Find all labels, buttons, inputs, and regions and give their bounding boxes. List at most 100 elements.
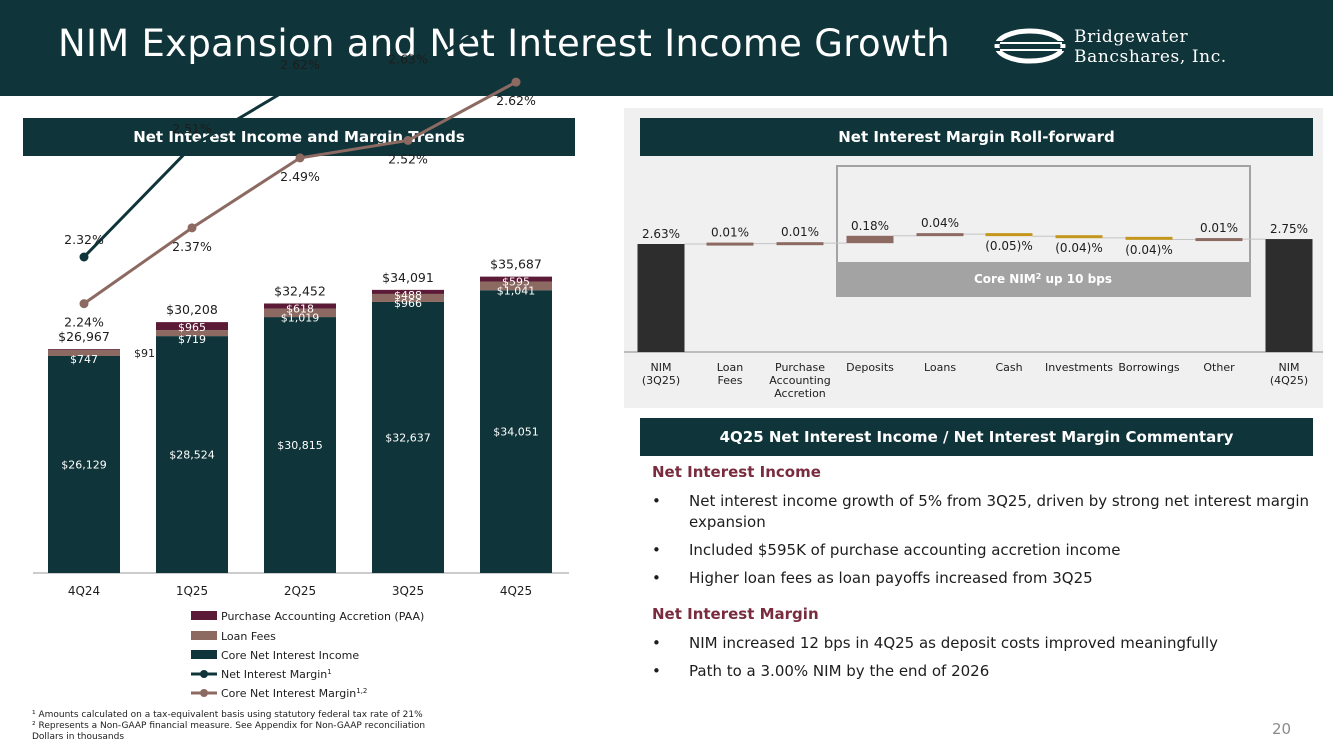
core-nim-banner [837,262,1250,296]
legend-label: Loan Fees [221,630,276,643]
commentary-header: 4Q25 Net Interest Income / Net Interest … [640,418,1313,456]
loan-fees-label: $1,041 [497,285,536,298]
bar-core-nii-2q25 [264,317,336,573]
company-logo: Bridgewater Bancshares, Inc. [992,22,1272,72]
x-tick-label: 4Q25 [500,584,532,598]
waterfall-bar [776,242,824,246]
waterfall-category-label: Fees [718,374,743,387]
waterfall-category-label: NIM [651,361,672,374]
nim-subtitle: Net Interest Margin [652,605,819,623]
waterfall-bar [1125,236,1173,240]
core-nii-label: $30,815 [277,439,323,452]
nii-bullet-3: • Higher loan fees as loan payoffs increa… [652,569,1093,587]
nim-point [79,252,89,262]
core-nim-point [187,223,197,233]
core-nim-annotation: Core NIM2 up 10 bps [974,272,1112,286]
legend-superscript: 1 [327,668,331,676]
nim-label: 2.63% [388,51,428,66]
core-nim-suffix: up 10 bps [1041,272,1112,286]
bar-core-nii-1q25 [156,336,228,573]
waterfall-category-label: (3Q25) [642,374,680,387]
paa-label: $618 [286,302,314,315]
paa-label: $91 [134,347,155,360]
nim-rollforward-chart: Core NIM2 up 10 bps2.63%NIM(3Q25)0.01%Lo… [624,165,1323,400]
footnotes: ¹ Amounts calculated on a tax-equivalent… [32,710,425,743]
logo-mark-icon [994,28,1066,64]
total-label: $26,967 [58,329,110,344]
x-tick-label: 3Q25 [392,584,424,598]
bar-paa-3q25 [372,289,444,294]
core-nim-label: 2.37% [172,239,212,254]
right-section-header: Net Interest Margin Roll-forward [640,118,1313,156]
logo-text-line2: Bancshares, Inc. [1074,47,1227,67]
page-title: NIM Expansion and Net Interest Income Gr… [58,22,951,65]
x-tick-label: 2Q25 [284,584,316,598]
waterfall-bar [706,242,754,246]
legend-swatch [191,631,217,640]
paa-label: $488 [394,289,422,302]
roll-forward-panel [624,108,1323,408]
page-number: 20 [1272,720,1292,738]
legend-label: Core Net Interest Margin1,2 [221,687,367,700]
waterfall-value-label: 2.75% [1270,222,1308,236]
legend-superscript: 1,2 [356,687,367,695]
total-label: $34,091 [382,270,434,285]
waterfall-bar [916,233,964,237]
waterfall-bar [1055,235,1103,239]
waterfall-value-label: (0.04)% [1125,243,1172,257]
waterfall-bar [1265,239,1313,352]
legend-swatch [191,611,217,620]
loan-fees-label: $966 [394,297,422,310]
waterfall-value-label: 0.18% [851,219,889,233]
legend-label: Purchase Accounting Accretion (PAA) [221,610,424,623]
loan-fees-label: $719 [178,333,206,346]
bar-core-nii-3q25 [372,301,444,573]
waterfall-category-label: Loan [717,361,743,374]
waterfall-value-label: (0.04)% [1055,241,1102,255]
waterfall-category-label: Purchase [775,361,825,374]
waterfall-value-label: 0.01% [781,225,819,239]
core-nim-label: 2.24% [64,315,104,330]
footnote-3: Dollars in thousands [32,732,125,742]
waterfall-bar [1195,238,1243,242]
nim-point [295,77,305,87]
waterfall-category-label: (4Q25) [1270,374,1308,387]
waterfall-value-label: 0.04% [921,216,959,230]
nim-label: 2.32% [64,232,104,247]
nim-label: 2.62% [280,57,320,72]
footnote-1: ¹ Amounts calculated on a tax-equivalent… [32,710,423,720]
core-nii-label: $28,524 [169,449,215,462]
bar-loan-fees-3q25 [372,293,444,302]
core-nii-label: $32,637 [385,431,431,444]
core-nim-point [79,299,89,309]
core-nim-label: 2.52% [388,151,428,166]
legend-label: Core Net Interest Income [221,649,359,662]
nii-subtitle: Net Interest Income [652,463,821,481]
x-tick-label: 4Q24 [68,584,100,598]
waterfall-bar [846,235,894,244]
x-tick-label: 1Q25 [176,584,208,598]
nim-bullet-2: • Path to a 3.00% NIM by the end of 2026 [652,662,990,680]
waterfall-category-label: Accretion [774,387,826,400]
waterfall-value-label: 0.01% [1200,221,1238,235]
bar-loan-fees-4q24 [48,349,120,356]
logo-text-line1: Bridgewater [1074,27,1189,47]
waterfall-value-label: 2.63% [642,227,680,241]
waterfall-bar [985,233,1033,237]
legend-marker [200,689,208,697]
nim-point [187,141,197,151]
core-nim-point [403,135,413,145]
waterfall-category-label: Cash [995,361,1022,374]
paa-label: $965 [178,321,206,334]
total-label: $32,452 [274,283,326,298]
waterfall-category-label: NIM [1279,361,1300,374]
core-nii-label: $26,129 [61,459,107,472]
left-section-header: Net Interest Income and Margin Trends [23,118,575,156]
core-nii-label: $34,051 [493,426,539,439]
loan-fees-label: $1,019 [281,312,320,325]
total-label: $35,687 [490,257,542,272]
bar-core-nii-4q24 [48,356,120,573]
legend-swatch [191,650,217,659]
bar-loan-fees-4q25 [480,281,552,291]
waterfall-bar [637,244,685,352]
